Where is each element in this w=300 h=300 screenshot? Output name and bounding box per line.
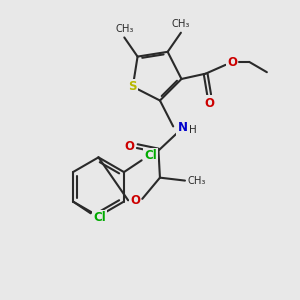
Text: O: O (204, 97, 214, 110)
Text: CH₃: CH₃ (188, 176, 206, 186)
Text: O: O (130, 194, 140, 207)
Text: O: O (124, 140, 134, 153)
Text: S: S (129, 80, 137, 93)
Text: N: N (178, 122, 188, 134)
Text: Cl: Cl (144, 149, 157, 162)
Text: CH₃: CH₃ (115, 24, 134, 34)
Text: Cl: Cl (93, 211, 106, 224)
Text: O: O (227, 56, 237, 69)
Text: CH₃: CH₃ (172, 20, 190, 29)
Text: H: H (189, 125, 197, 135)
